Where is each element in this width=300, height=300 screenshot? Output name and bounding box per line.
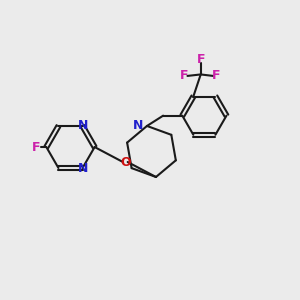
- Text: F: F: [32, 141, 40, 154]
- Text: F: F: [196, 52, 205, 66]
- Text: N: N: [133, 119, 143, 133]
- Text: N: N: [78, 119, 88, 132]
- Text: F: F: [212, 69, 221, 82]
- Text: N: N: [78, 162, 88, 175]
- Text: O: O: [120, 155, 130, 169]
- Text: F: F: [180, 69, 188, 82]
